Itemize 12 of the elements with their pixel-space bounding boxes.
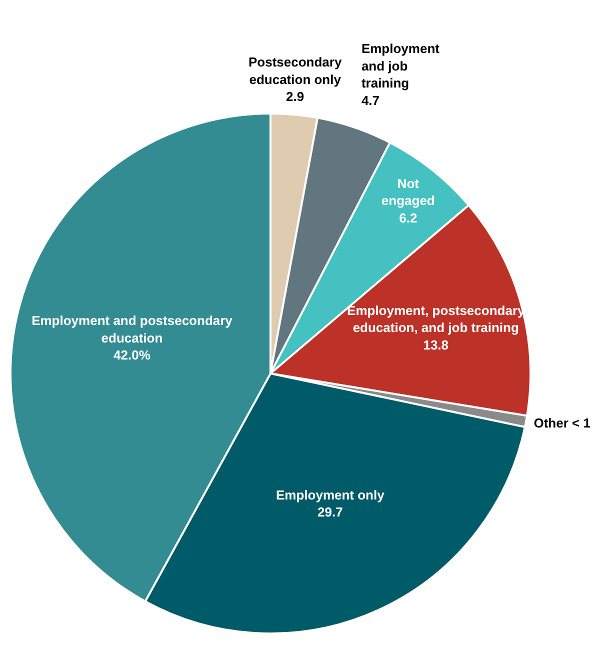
slice-label: Postsecondary education only	[248, 54, 342, 87]
data-label: 2.9	[286, 89, 304, 104]
slice-label: Employment only	[276, 487, 386, 502]
data-label: 6.2	[399, 210, 418, 226]
data-label: 4.7	[361, 92, 380, 108]
data-label: 42.0%	[114, 348, 151, 363]
data-label: 13.8	[423, 337, 449, 352]
data-label: 29.7	[318, 504, 343, 520]
slice-label: Employment and postsecondary education	[32, 313, 234, 346]
slice-label: Other < 1	[534, 415, 590, 430]
slice-label: Not engaged	[381, 176, 435, 208]
slice-label: Employment and job training	[361, 41, 440, 91]
